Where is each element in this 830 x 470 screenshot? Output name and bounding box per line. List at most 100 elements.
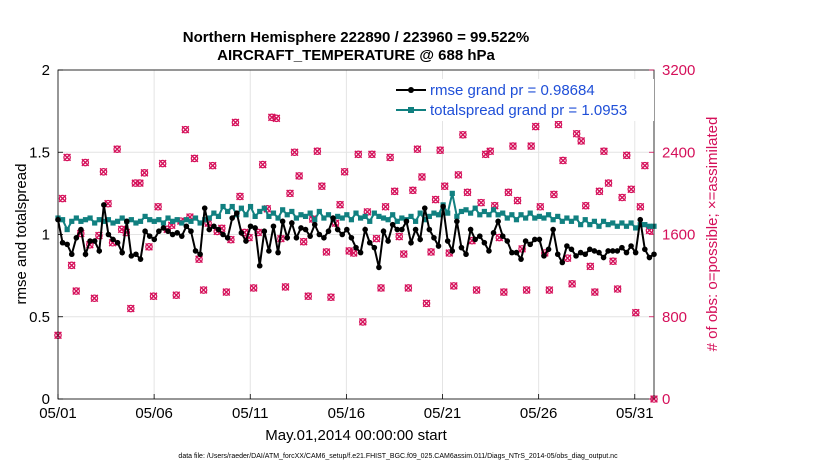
rmse-point [380,228,387,235]
totalspread-point [128,217,134,223]
totalspread-point [96,217,102,223]
rmse-point [137,256,144,262]
obs-point [67,261,76,270]
rmse-point [238,230,245,236]
totalspread-point [133,220,139,226]
totalspread-point [513,217,520,223]
obs-count-series [54,113,658,403]
totalspread-point [156,217,162,223]
y-right-tick-label: 0 [662,391,670,408]
totalspread-point [321,215,327,221]
obs-point [372,234,381,243]
rmse-point [376,264,382,271]
totalspread-point [151,218,157,224]
rmse-point [344,226,350,233]
rmse-point [215,226,222,233]
obs-point [586,262,595,271]
obs-point [590,288,599,296]
rmse-point [532,236,538,243]
obs-point [399,250,408,258]
totalspread-point [284,212,290,218]
totalspread-point [238,205,244,211]
totalspread-point [605,222,611,228]
obs-point [404,284,413,292]
rmse-point [564,243,570,249]
rmse-point [96,248,103,254]
rmse-point [559,259,566,266]
obs-point [636,202,645,211]
rmse-point [490,230,497,236]
totalspread-point [362,213,368,220]
totalspread-point [559,218,565,224]
totalspread-point [495,212,501,218]
y-tick-label: 2 [42,62,50,79]
rmse-point [206,226,213,233]
rmse-point [183,223,190,230]
totalspread-point [591,218,597,224]
obs-point [459,130,467,139]
rmse-point [160,225,167,231]
totalspread-point [252,213,258,220]
x-tick-label: 05/11 [232,405,268,422]
totalspread-point [399,215,405,221]
obs-point [545,286,554,294]
obs-point [581,201,590,210]
rmse-point [541,253,547,259]
totalspread-point [64,226,70,233]
obs-point [631,308,640,317]
rmse-point [431,234,437,241]
totalspread-point [596,223,602,229]
rmse-point [545,246,552,253]
totalspread-point [261,205,267,211]
obs-point [358,317,367,326]
rmse-point [334,226,341,233]
obs-point [449,282,458,290]
obs-point [422,299,431,308]
rmse-point [509,249,515,256]
obs-point [522,286,531,294]
rmse-point [201,205,208,211]
rmse-point [596,249,602,256]
totalspread-point [417,210,423,216]
totalspread-point [454,213,460,220]
obs-point [436,146,445,155]
obs-point [531,122,540,131]
totalspread-point [293,215,299,221]
rmse-point [609,248,616,254]
x-tick-label: 05/06 [135,405,173,422]
rmse-point [105,231,112,238]
obs-point [527,142,536,150]
totalspread-point [646,223,653,229]
obs-point [113,145,122,154]
totalspread-point [165,215,171,221]
obs-point [613,285,622,293]
obs-point [622,151,631,160]
y-tick-label: 1 [42,227,50,244]
rmse-point [554,251,561,258]
obs-point [299,237,308,246]
totalspread-point [78,218,84,224]
rmse-point [275,249,281,256]
totalspread-point [578,222,584,228]
y-axis-label: rmse and totalspread [13,164,30,305]
totalspread-point [137,218,144,224]
obs-point [327,293,335,302]
totalspread-point [142,213,148,220]
y-right-tick-label: 2400 [662,144,695,161]
totalspread-point [325,212,332,218]
totalspread-point [312,217,318,223]
obs-point [286,189,294,198]
totalspread-point [367,218,373,224]
rmse-point [499,233,506,239]
rmse-point [600,254,607,261]
rmse-point [568,246,575,253]
obs-point [72,287,81,295]
obs-point [149,292,158,301]
obs-point [290,148,299,157]
obs-point [513,196,522,205]
rmse-point [87,238,93,244]
obs-point [568,279,577,288]
totalspread-point [545,212,552,218]
obs-point [604,179,613,187]
totalspread-point [197,220,203,226]
